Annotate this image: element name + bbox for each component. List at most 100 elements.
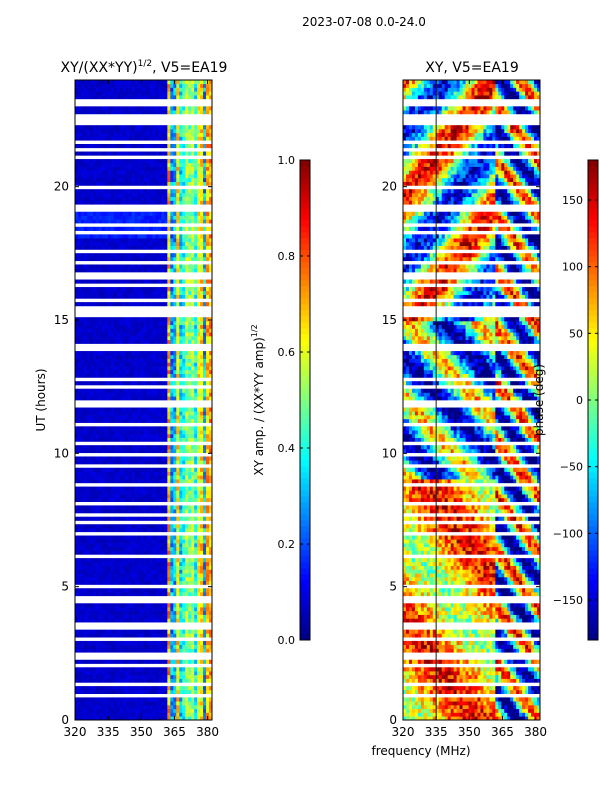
amp-heatmap-cell xyxy=(155,324,159,329)
amp-heatmap-cell xyxy=(161,189,165,194)
amp-heatmap-cell xyxy=(179,174,183,179)
amp-heatmap-cell xyxy=(113,640,118,646)
amp-heatmap-cell xyxy=(75,241,79,246)
amp-heatmap-cell xyxy=(113,369,118,374)
amp-heatmap-cell xyxy=(197,539,201,544)
amp-heatmap-cell xyxy=(119,671,123,676)
amp-heatmap-cell xyxy=(182,592,186,597)
amp-heatmap-cell xyxy=(170,332,174,337)
amp-heatmap-cell xyxy=(167,407,171,412)
amp-heatmap-cell xyxy=(125,671,129,676)
amp-heatmap-cell xyxy=(146,238,150,243)
amp-heatmap-cell xyxy=(110,618,115,623)
amp-heatmap-cell xyxy=(188,177,192,182)
amp-heatmap-cell xyxy=(128,430,132,435)
amp-heatmap-cell xyxy=(86,415,91,420)
amp-heatmap-cell xyxy=(200,362,204,367)
amp-heatmap-cell xyxy=(185,366,189,371)
amp-heatmap-cell xyxy=(128,576,132,582)
amp-heatmap-cell xyxy=(188,407,192,412)
amp-heatmap-cell xyxy=(164,674,168,679)
amp-heatmap-cell xyxy=(122,618,126,623)
amp-heatmap-cell xyxy=(197,351,201,356)
amp-heatmap-cell xyxy=(158,494,162,499)
amp-heatmap-cell xyxy=(176,576,180,582)
amp-heatmap-cell xyxy=(98,241,103,246)
amp-heatmap-cell xyxy=(167,445,171,450)
amp-heatmap-cell xyxy=(128,215,132,220)
amp-heatmap-cell xyxy=(188,479,192,484)
amp-heatmap-cell xyxy=(164,437,168,442)
amp-heatmap-cell xyxy=(86,166,91,171)
amp-heatmap-cell xyxy=(167,418,171,423)
amp-heatmap-cell xyxy=(209,528,213,533)
amp-heatmap-cell xyxy=(176,528,180,533)
amp-heatmap-cell xyxy=(200,610,204,615)
amp-heatmap-cell xyxy=(182,415,186,420)
amp-heatmap-cell xyxy=(206,358,210,363)
amp-heatmap-cell xyxy=(125,592,129,597)
amp-heatmap-cell xyxy=(80,445,85,450)
amp-heatmap-cell xyxy=(92,667,97,672)
amp-heatmap-cell xyxy=(152,256,156,262)
amp-heatmap-cell xyxy=(206,592,210,597)
amp-heatmap-cell xyxy=(140,238,144,243)
amp-heatmap-cell xyxy=(182,486,186,491)
amp-heatmap-cell xyxy=(113,373,118,378)
amp-heatmap-cell xyxy=(173,708,177,713)
amp-heatmap-cell xyxy=(161,712,165,717)
amp-heatmap-cell xyxy=(92,678,97,683)
amp-heatmap-cell xyxy=(140,448,144,454)
amp-heatmap-cell xyxy=(101,543,106,548)
amp-heatmap-cell xyxy=(140,456,144,461)
amp-heatmap-cell xyxy=(77,396,82,401)
amp-heatmap-cell xyxy=(98,181,103,186)
amp-heatmap-cell xyxy=(152,490,156,495)
amp-heatmap-cell xyxy=(128,561,132,566)
amp-heatmap-cell xyxy=(122,460,126,465)
amp-heatmap-cell xyxy=(116,674,121,679)
amp-heatmap-cell xyxy=(149,456,153,461)
amp-heatmap-cell xyxy=(170,253,174,258)
amp-heatmap-cell xyxy=(146,245,150,250)
amp-heatmap-cell xyxy=(113,592,118,597)
amp-heatmap-cell xyxy=(134,667,138,672)
amp-heatmap-cell xyxy=(194,629,198,634)
amp-heatmap-cell xyxy=(122,437,126,442)
amp-heatmap-cell xyxy=(134,324,138,329)
amp-heatmap-cell xyxy=(155,475,159,480)
amp-heatmap-cell xyxy=(152,546,156,551)
amp-heatmap-cell xyxy=(158,418,162,423)
amp-heatmap-cell xyxy=(77,151,82,156)
amp-heatmap-cell xyxy=(152,189,156,194)
amp-heatmap-cell xyxy=(113,644,118,649)
amp-heatmap-cell xyxy=(107,686,112,691)
amp-heatmap-cell xyxy=(194,215,198,220)
amp-heatmap-cell xyxy=(101,701,106,706)
amp-heatmap-cell xyxy=(161,407,165,412)
amp-heatmap-cell xyxy=(83,524,88,529)
amp-heatmap-cell xyxy=(89,640,94,646)
amp-heatmap-cell xyxy=(200,238,204,243)
amp-heatmap-cell xyxy=(194,486,198,491)
amp-heatmap-cell xyxy=(146,535,150,540)
amp-heatmap-cell xyxy=(155,253,159,258)
amp-heatmap-cell xyxy=(164,543,168,548)
amp-heatmap-cell xyxy=(143,302,147,307)
amp-heatmap-cell xyxy=(203,426,207,431)
amp-heatmap-cell xyxy=(80,550,85,555)
amp-heatmap-cell xyxy=(197,437,201,442)
amp-heatmap-cell xyxy=(164,381,168,386)
amp-heatmap-cell xyxy=(173,332,177,337)
amp-heatmap-cell xyxy=(107,671,112,676)
amp-heatmap-cell xyxy=(167,648,171,653)
amp-heatmap-cell xyxy=(143,256,147,262)
amp-heatmap-cell xyxy=(77,287,82,292)
amp-heatmap-cell xyxy=(200,558,204,563)
amp-heatmap-cell xyxy=(92,324,97,329)
amp-heatmap-cell xyxy=(110,486,115,491)
amp-heatmap-cell xyxy=(161,219,165,224)
amp-heatmap-cell xyxy=(188,396,192,401)
amp-heatmap-cell xyxy=(164,573,168,578)
amp-heatmap-cell xyxy=(149,644,153,649)
